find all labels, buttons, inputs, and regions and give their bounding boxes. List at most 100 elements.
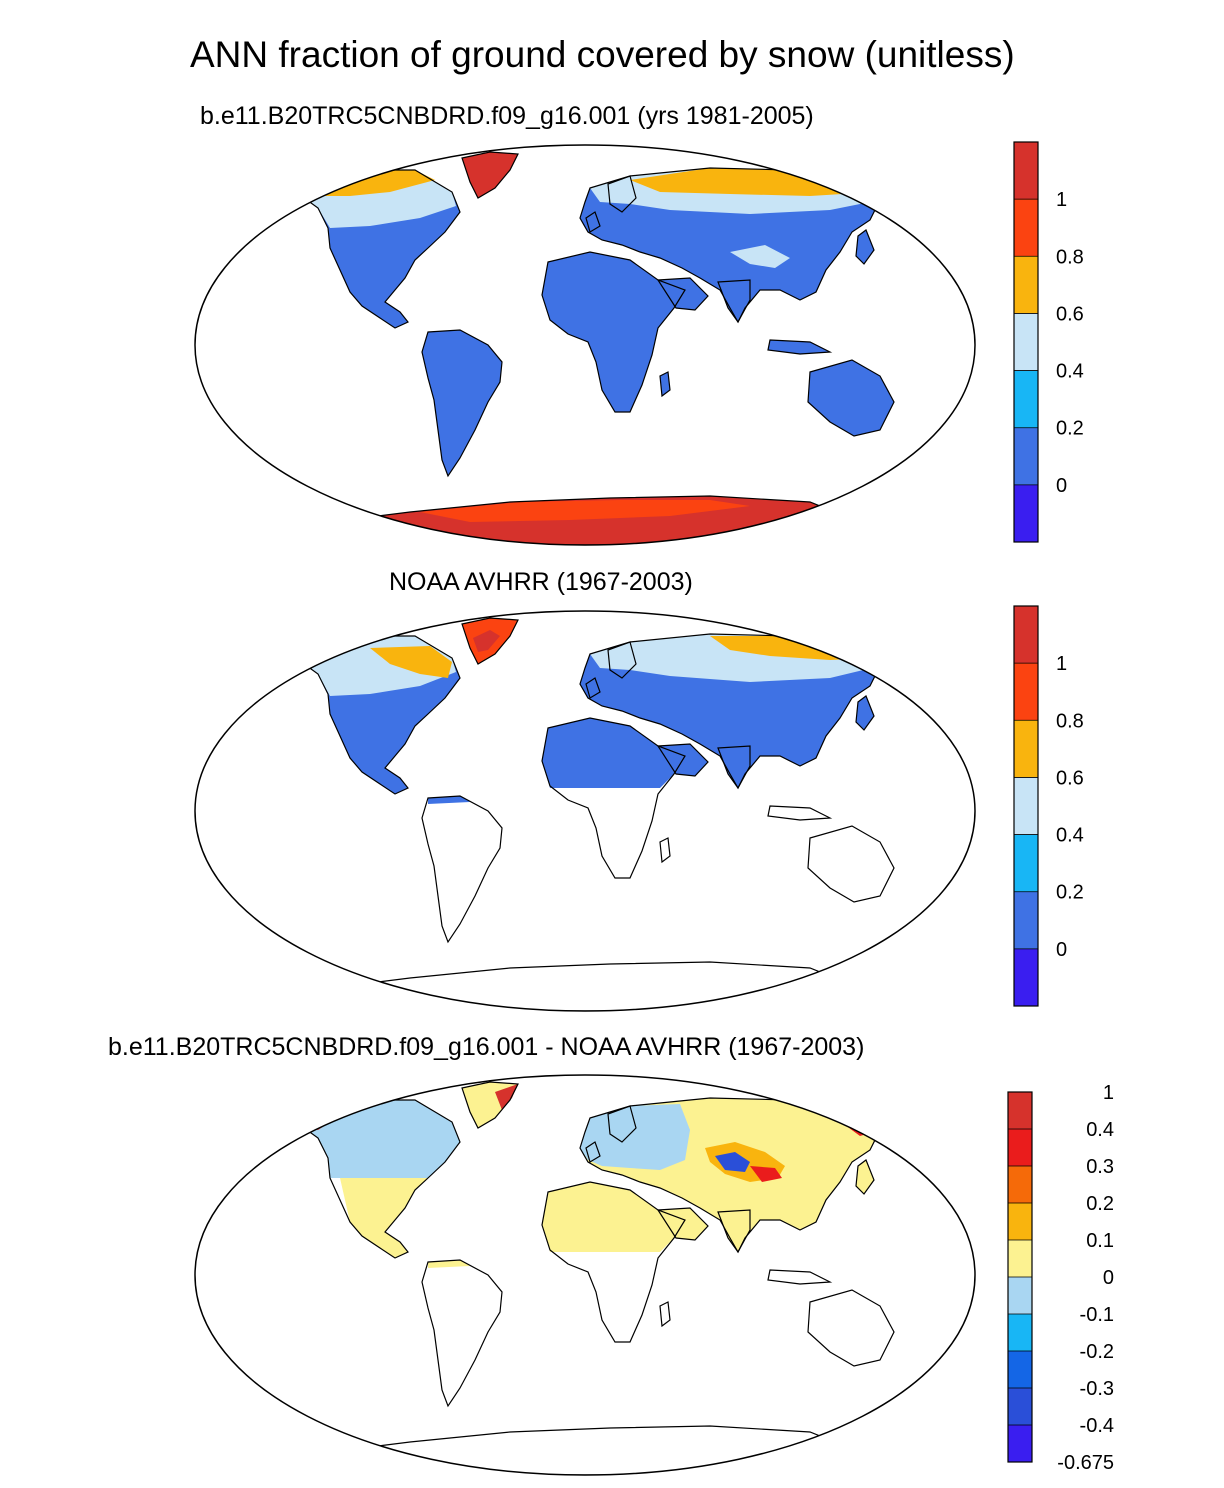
fill-region-patch-13: [473, 630, 500, 652]
map-border: [194, 1074, 976, 1476]
colorbar-frame: [1013, 605, 1039, 1007]
colorbar-segment: [1014, 427, 1038, 485]
coastline-scandinavia: [607, 641, 637, 679]
colorbar-segment: [1014, 142, 1038, 200]
coastline-greenland: [461, 1081, 519, 1129]
coastline-nz: [927, 903, 941, 934]
coastlines: [299, 151, 941, 545]
coastline-arabia: [656, 277, 709, 311]
colorbar-segment: [1008, 1314, 1032, 1351]
colorbar-segment: [1014, 777, 1038, 835]
fill-region-patch-9: [370, 646, 452, 678]
colorbar-tick-label: 0: [1103, 1267, 1114, 1289]
fill-region-patch-7: [428, 796, 470, 804]
colorbar-tick-label: -0.4: [1080, 1415, 1114, 1437]
colorbar-segment: [1008, 1388, 1032, 1425]
observation-snow-map: [194, 610, 976, 1012]
fill-region-patch-2: [428, 1260, 470, 1268]
colorbar-tick-label: 0.8: [1056, 246, 1084, 268]
fill-region-patch-1: [542, 718, 685, 788]
coastline-southAmerica: [421, 329, 503, 478]
coastline-greenland: [461, 151, 519, 199]
colorbar-segment: [1014, 199, 1038, 257]
fill-region-patch-19: [420, 500, 750, 522]
fill-region-patch-8: [580, 1104, 690, 1170]
colorbar-segment: [1008, 1129, 1032, 1166]
colorbar-segment: [1014, 606, 1038, 664]
coastline-madagascar: [659, 1301, 671, 1328]
fill-region-nz: [928, 438, 940, 466]
coastline-britain: [585, 1141, 601, 1163]
coastline-india: [717, 745, 751, 790]
colorbar-tick-label: 0.4: [1056, 361, 1084, 383]
colorbar-tick-label: 1: [1056, 653, 1067, 675]
coastline-japan: [855, 695, 875, 731]
colorbar-tick-label: 0.2: [1086, 1193, 1114, 1215]
fill-region-australia: [808, 360, 894, 436]
fill-region-patch-3: [542, 1182, 685, 1252]
colorbar-tick-label: 0.3: [1086, 1156, 1114, 1178]
colorbar-frame: [1013, 141, 1039, 543]
panel-1-subtitle: b.e11.B20TRC5CNBDRD.f09_g16.001 (yrs 198…: [200, 102, 814, 130]
observation-colorbar: 0 0.2 0.4 0.6 0.8 1: [1013, 605, 1084, 1007]
coastline-australia: [807, 1289, 895, 1367]
coastline-africa: [541, 251, 686, 413]
colorbar-segment: [1008, 1277, 1032, 1314]
colorbar-segment: [1008, 1240, 1032, 1277]
coastline-northAmerica: [299, 635, 461, 795]
fill-region-indonesia: [768, 340, 830, 354]
coastline-greenland: [461, 617, 519, 665]
coastline-southAmerica: [421, 1259, 503, 1408]
coastline-madagascar: [659, 371, 671, 398]
fill-region-southAmerica: [422, 330, 502, 476]
colorbar-tick-label: -0.3: [1080, 1378, 1114, 1400]
coastline-australia: [807, 359, 895, 437]
colorbar-segment: [1014, 834, 1038, 892]
colorbar-segment: [1014, 720, 1038, 778]
coastline-india: [717, 279, 751, 324]
colorbar-segment: [1008, 1166, 1032, 1203]
colorbar-tick-label: 0.2: [1056, 882, 1084, 904]
coastline-southAmerica: [421, 795, 503, 944]
coastline-indonesia: [767, 1269, 833, 1285]
colorbar-tick-label: 0.6: [1056, 767, 1084, 789]
colorbar-tick-label: 0.2: [1056, 418, 1084, 440]
difference-snow-map: [194, 1074, 976, 1476]
model-snow-map: [194, 144, 976, 546]
coastline-indonesia: [767, 805, 833, 821]
coastline-india: [717, 1209, 751, 1254]
coastline-scandinavia: [607, 175, 637, 213]
colorbar-segment: [1008, 1092, 1032, 1129]
coastline-japan: [855, 229, 875, 265]
colorbar-tick-label: 0: [1056, 939, 1067, 961]
coastline-scandinavia: [607, 1105, 637, 1143]
coastlines: [299, 1081, 941, 1475]
colorbar-segment: [1014, 370, 1038, 428]
colorbar-tick-label: -0.1: [1080, 1304, 1114, 1326]
colorbar-segment: [1014, 484, 1038, 542]
fill-region-patch-14: [495, 1084, 518, 1110]
fill-region-patch-1: [340, 1178, 428, 1258]
map-border: [194, 610, 976, 1012]
colorbar-tick-label: -0.2: [1080, 1341, 1114, 1363]
difference-colorbar: -0.675 -0.4 -0.3 -0.2 -0.1 0 0.1 0.2 0.3 0.4 1: [1007, 1082, 1114, 1474]
coastline-britain: [585, 211, 601, 233]
colorbar-tick-label: -0.675: [1057, 1452, 1114, 1474]
coastline-madagascar: [659, 837, 671, 864]
colorbar-segment: [1008, 1351, 1032, 1388]
model-colorbar: 0 0.2 0.4 0.6 0.8 1: [1013, 141, 1084, 543]
coastline-arabia: [656, 1207, 709, 1241]
colorbar-segment: [1008, 1425, 1032, 1462]
panel-3-subtitle: b.e11.B20TRC5CNBDRD.f09_g16.001 - NOAA A…: [108, 1033, 865, 1061]
colorbar-segment: [1014, 891, 1038, 949]
colorbar-tick-label: 0.4: [1056, 825, 1084, 847]
coastline-arabia: [656, 743, 709, 777]
colorbar-tick-label: 0.4: [1086, 1119, 1114, 1141]
coastline-nz: [927, 437, 941, 468]
colorbar-segment: [1008, 1203, 1032, 1240]
coastline-africa: [541, 717, 686, 879]
colorbar-tick-label: 0: [1056, 475, 1067, 497]
fill-region-india: [718, 746, 750, 788]
coastline-nz: [927, 1367, 941, 1398]
coastline-australia: [807, 825, 895, 903]
